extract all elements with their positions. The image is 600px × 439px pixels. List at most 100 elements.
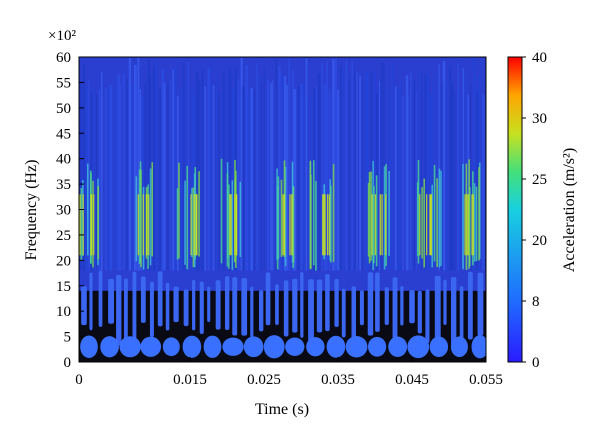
energy-burst-streak bbox=[292, 187, 295, 263]
energy-burst-streak bbox=[192, 187, 195, 268]
spectral-streak bbox=[112, 84, 114, 271]
spectral-streak bbox=[218, 94, 220, 271]
spectral-streak bbox=[400, 80, 402, 271]
energy-burst-peak bbox=[146, 194, 148, 256]
low-frequency-blob bbox=[222, 337, 244, 356]
spectral-streak bbox=[484, 83, 486, 271]
spectral-streak bbox=[109, 85, 113, 271]
colorbar bbox=[507, 56, 523, 363]
energy-burst-streak bbox=[309, 160, 312, 270]
energy-burst-peak bbox=[419, 194, 421, 256]
energy-burst-streak bbox=[388, 170, 390, 256]
spectral-streak bbox=[482, 93, 485, 271]
low-frequency-blob bbox=[80, 335, 98, 358]
spectral-streak bbox=[420, 70, 423, 271]
spectral-streak bbox=[389, 95, 392, 271]
spectral-streak bbox=[345, 60, 348, 271]
spectral-streak bbox=[191, 85, 194, 271]
energy-burst-streak bbox=[80, 188, 83, 261]
low-frequency-finger bbox=[467, 271, 473, 340]
spectral-streak bbox=[321, 63, 323, 271]
spectral-streak bbox=[446, 79, 448, 271]
spectral-streak bbox=[232, 88, 235, 271]
spectral-streak bbox=[210, 62, 212, 271]
energy-burst-peak bbox=[93, 194, 95, 256]
low-frequency-finger bbox=[258, 290, 264, 332]
energy-burst-streak bbox=[416, 182, 419, 256]
energy-burst-streak bbox=[433, 164, 436, 262]
spectral-streak bbox=[470, 84, 472, 271]
x-axis-label: Time (s) bbox=[255, 401, 309, 418]
energy-burst-streak bbox=[220, 158, 223, 264]
spectral-streak bbox=[100, 72, 103, 271]
spectral-streak bbox=[442, 61, 446, 271]
spectral-streak bbox=[315, 85, 318, 271]
spectral-streak bbox=[161, 69, 164, 271]
energy-burst-peak bbox=[148, 194, 150, 256]
spectral-streak bbox=[115, 72, 117, 271]
energy-burst-peak bbox=[283, 194, 285, 256]
spectral-streak bbox=[378, 80, 381, 271]
spectral-streak bbox=[394, 86, 397, 271]
energy-burst-streak bbox=[284, 166, 287, 266]
spectral-streak bbox=[326, 60, 328, 271]
spectral-streak bbox=[228, 68, 232, 271]
energy-burst-streak bbox=[138, 169, 141, 265]
energy-burst-streak bbox=[97, 186, 100, 260]
x-tick-label: 0.045 bbox=[395, 372, 429, 388]
energy-burst-streak bbox=[198, 171, 200, 257]
low-frequency-finger bbox=[215, 280, 221, 330]
low-frequency-finger bbox=[400, 285, 404, 326]
y-tick-label: 55 bbox=[56, 75, 71, 91]
low-frequency-finger bbox=[308, 279, 314, 342]
low-frequency-blob bbox=[471, 335, 486, 359]
x-tick-label: 0.035 bbox=[321, 372, 355, 388]
spectral-streak bbox=[88, 80, 90, 271]
spectral-streak bbox=[454, 92, 456, 271]
spectral-streak bbox=[104, 87, 107, 271]
energy-burst-streak bbox=[277, 176, 280, 259]
spectral-streak bbox=[144, 83, 147, 271]
spectral-streak bbox=[185, 81, 187, 271]
low-frequency-blob bbox=[140, 336, 162, 357]
y-tick-label: 25 bbox=[56, 228, 71, 244]
energy-burst-streak bbox=[276, 168, 278, 261]
spectral-streak bbox=[335, 57, 337, 271]
spectral-streak bbox=[397, 87, 401, 271]
low-frequency-finger bbox=[384, 287, 389, 325]
spectral-streak bbox=[234, 69, 238, 271]
spectral-streak bbox=[95, 93, 98, 271]
energy-burst-streak bbox=[140, 169, 142, 268]
spectral-streak bbox=[92, 86, 95, 271]
spectral-streak bbox=[475, 92, 479, 271]
energy-burst-streak bbox=[86, 163, 89, 256]
heatmap-layer bbox=[79, 57, 486, 362]
energy-burst-streak bbox=[151, 162, 154, 257]
spectral-streak bbox=[250, 88, 253, 271]
spectral-streak bbox=[302, 83, 305, 271]
spectral-streak bbox=[408, 94, 410, 271]
energy-burst-peak bbox=[82, 194, 84, 256]
spectral-streak bbox=[187, 61, 189, 271]
low-frequency-finger bbox=[192, 279, 196, 331]
low-frequency-finger bbox=[207, 286, 211, 323]
low-frequency-blob bbox=[263, 335, 285, 359]
low-frequency-finger bbox=[224, 276, 230, 330]
energy-burst-peak bbox=[196, 194, 198, 256]
y-tick-label: 50 bbox=[56, 101, 71, 117]
spectral-streak bbox=[275, 58, 278, 271]
low-frequency-finger bbox=[98, 270, 103, 327]
low-frequency-finger bbox=[149, 281, 154, 338]
energy-burst-peak bbox=[464, 194, 466, 256]
energy-burst-peak bbox=[142, 194, 144, 256]
low-frequency-finger bbox=[409, 290, 415, 324]
low-frequency-finger bbox=[132, 271, 137, 344]
y-tick-label: 5 bbox=[64, 330, 72, 346]
low-frequency-finger bbox=[300, 272, 304, 338]
spectral-streak bbox=[278, 66, 281, 271]
spectral-streak bbox=[286, 85, 288, 271]
spectral-streak bbox=[85, 86, 88, 271]
spectral-streak bbox=[270, 82, 272, 271]
energy-burst-streak bbox=[231, 180, 234, 271]
low-frequency-finger bbox=[443, 279, 447, 325]
